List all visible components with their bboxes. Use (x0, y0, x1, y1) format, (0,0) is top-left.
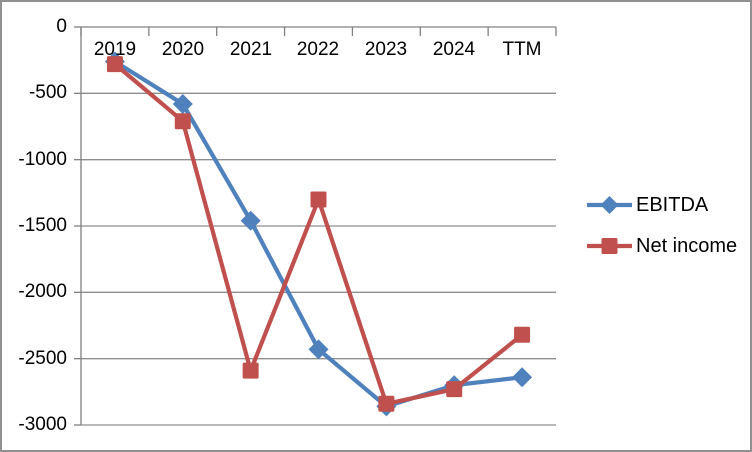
legend-label-net-income: Net income (636, 235, 738, 257)
series-net-income (106, 56, 531, 412)
x-axis-category-label: 2020 (161, 39, 205, 60)
data-point-ttm (512, 367, 533, 388)
x-axis-category-label: 2022 (296, 39, 340, 60)
data-point-2024 (446, 381, 463, 398)
data-point-2023 (378, 395, 395, 412)
data-point-2022 (310, 191, 327, 208)
legend: EBITDA Net income (586, 192, 737, 259)
series-ebitda (104, 51, 533, 417)
x-axis-category-label: TTM (502, 39, 542, 60)
x-axis-category-label: 2019 (93, 39, 137, 60)
legend-swatch-ebitda (587, 196, 632, 214)
legend-swatch-net-income (587, 238, 632, 254)
y-axis-tick-label: -500 (28, 82, 67, 103)
y-axis-tick-label: 0 (56, 16, 67, 37)
data-point-ttm (514, 326, 531, 343)
legend-item-ebitda: EBITDA (586, 192, 737, 218)
y-axis-tick-label: -2000 (18, 281, 67, 302)
y-axis-tick-label: -1000 (18, 149, 67, 170)
data-point-2022 (308, 339, 329, 360)
x-axis-category-label: 2023 (364, 39, 408, 60)
legend-item-net-income: Net income (586, 233, 737, 259)
y-axis-tick-label: -1500 (18, 215, 67, 236)
y-axis-tick-label: -2500 (18, 348, 67, 369)
y-axis-tick-label: -3000 (18, 414, 67, 435)
legend-label-ebitda: EBITDA (636, 194, 709, 216)
data-point-2021 (242, 362, 259, 379)
data-point-2020 (172, 93, 193, 114)
x-axis-category-label: 2021 (229, 39, 273, 60)
x-axis-category-label: 2024 (432, 39, 476, 60)
data-point-2019 (106, 56, 123, 73)
data-point-2020 (174, 113, 191, 130)
data-point-2021 (240, 210, 261, 231)
